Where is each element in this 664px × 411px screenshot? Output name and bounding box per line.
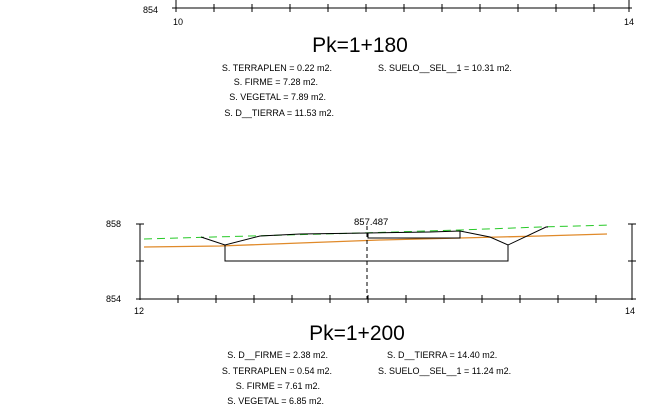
section-1-area-d-tierra: S. D__TIERRA = 11.53 m2. (224, 108, 334, 118)
section-2-station-label-right: 14 (625, 306, 635, 316)
section-2-area-terraplen: S. TERRAPLEN = 0.54 m2. (222, 366, 332, 376)
section-2-area-suelo-sel: S. SUELO__SEL__1 = 11.24 m2. (378, 366, 511, 376)
section-2-terrain-line (143, 233, 608, 248)
section-1-station-label-left: 10 (173, 17, 183, 27)
section-2: 858 854 12 14 857.487 Pk=1+200 S. D__FIR… (106, 217, 636, 406)
section-2-elev-label-bottom: 854 (106, 294, 121, 304)
section-1-station-label-right: 14 (624, 17, 634, 27)
section-1-pk-title: Pk=1+180 (312, 34, 408, 57)
section-1-bottom-axis (172, 0, 632, 12)
section-2-station-label-left: 12 (134, 306, 144, 316)
section-1-area-suelo-sel: S. SUELO__SEL__1 = 10.31 m2. (378, 63, 512, 73)
section-1: 854 10 14 Pk=1+180 S. TERRAPLEN = 0.22 m… (143, 0, 634, 118)
section-1-area-firme: S. FIRME = 7.28 m2. (234, 77, 318, 87)
section-2-area-d-tierra: S. D__TIERRA = 14.40 m2. (387, 350, 497, 360)
section-2-elev-label-top: 858 (106, 219, 121, 229)
section-2-axis-elevation: 857.487 (354, 217, 388, 228)
section-1-area-vegetal: S. VEGETAL = 7.89 m2. (229, 92, 326, 102)
section-2-area-d-firme: S. D__FIRME = 2.38 m2. (227, 350, 328, 360)
section-2-road-surface (200, 226, 548, 246)
section-2-area-vegetal: S. VEGETAL = 6.85 m2. (227, 396, 324, 406)
section-2-area-firme: S. FIRME = 7.61 m2. (236, 381, 320, 391)
section-2-crown-box (367, 231, 461, 239)
section-2-frame (136, 223, 636, 303)
section-1-elev-label-bottom: 854 (143, 5, 158, 15)
section-2-design-line (143, 224, 611, 240)
section-1-area-terraplen: S. TERRAPLEN = 0.22 m2. (222, 63, 332, 73)
section-2-pk-title: Pk=1+200 (309, 322, 405, 345)
